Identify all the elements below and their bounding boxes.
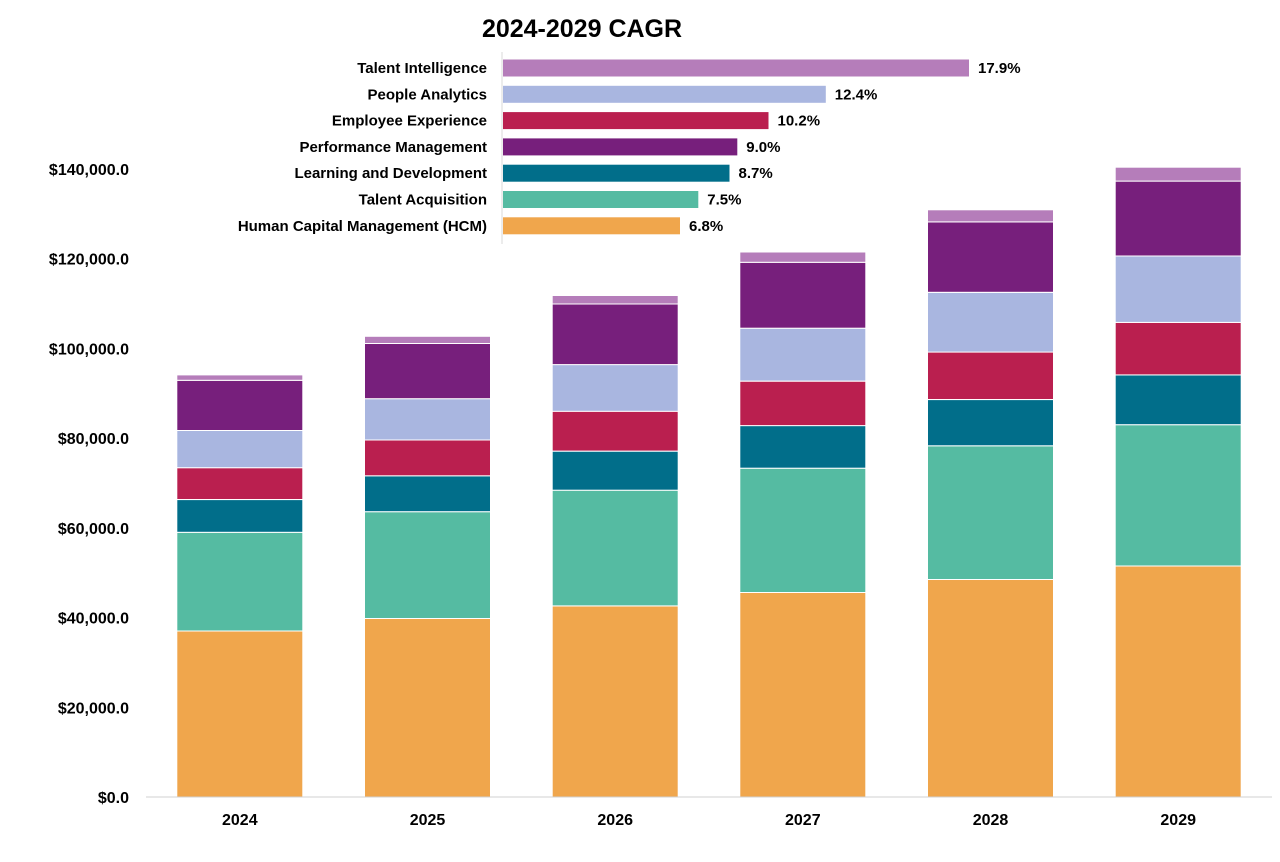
x-axis: 2024 2025 2026 2027 2028 2029 xyxy=(146,796,1272,829)
x-tick-label-2027: 2027 xyxy=(785,812,821,829)
bar-segment-talent-intelligence-2027 xyxy=(739,251,867,263)
cagr-value-label: 17.9% xyxy=(978,60,1021,77)
cagr-category-label: Human Capital Management (HCM) xyxy=(238,218,487,235)
bar-segment-hcm-2027 xyxy=(739,592,867,798)
bar-segment-performance-management-2024 xyxy=(176,379,304,431)
cagr-category-label: Employee Experience xyxy=(332,113,487,130)
cagr-bar-people-analytics xyxy=(503,85,826,103)
cagr-bar-learning-and-development xyxy=(503,164,730,182)
bar-segment-talent-intelligence-2029 xyxy=(1114,166,1242,182)
x-tick-label-2024: 2024 xyxy=(222,812,258,829)
cagr-chart-title: 2024-2029 CAGR xyxy=(482,15,682,43)
bar-segment-hcm-2025 xyxy=(364,618,491,798)
bar-segment-learning-development-2029 xyxy=(1114,374,1242,426)
cagr-value-label: 8.7% xyxy=(739,165,773,182)
y-tick-label: $40,000.0 xyxy=(58,611,129,628)
bar-segment-hcm-2024 xyxy=(176,630,304,798)
cagr-bar-talent-intelligence xyxy=(503,59,969,77)
bar-segment-talent-acquisition-2029 xyxy=(1114,424,1242,567)
bar-segment-employee-experience-2025 xyxy=(364,439,491,477)
x-tick-label-2025: 2025 xyxy=(410,812,446,829)
bar-segment-people-analytics-2024 xyxy=(176,430,304,469)
cagr-bar-employee-experience xyxy=(503,112,769,130)
cagr-value-label: 10.2% xyxy=(778,113,821,130)
bar-segment-talent-intelligence-2028 xyxy=(927,209,1054,223)
bar-segment-employee-experience-2028 xyxy=(927,351,1054,400)
bar-segment-performance-management-2026 xyxy=(551,303,679,366)
cagr-value-label: 9.0% xyxy=(746,139,780,156)
cagr-value-label: 12.4% xyxy=(835,86,878,103)
x-tick-label-2028: 2028 xyxy=(973,812,1009,829)
y-tick-label: $60,000.0 xyxy=(58,521,129,538)
cagr-category-label: Talent Acquisition xyxy=(359,192,487,209)
y-tick-label: $80,000.0 xyxy=(58,431,129,448)
cagr-bar-performance-management xyxy=(503,138,738,156)
y-axis: $0.0 $20,000.0 $40,000.0 $60,000.0 $80,000.0… xyxy=(49,162,129,807)
bar-segment-talent-acquisition-2024 xyxy=(176,531,304,632)
bar-segment-people-analytics-2026 xyxy=(551,364,679,412)
bar-segment-learning-development-2024 xyxy=(176,499,304,533)
y-tick-label: $0.0 xyxy=(98,790,129,807)
bar-segment-employee-experience-2029 xyxy=(1114,321,1242,376)
cagr-category-label: People Analytics xyxy=(368,86,488,103)
bar-segment-employee-experience-2024 xyxy=(176,467,304,501)
bar-segment-learning-development-2027 xyxy=(739,425,867,469)
cagr-category-label: Talent Intelligence xyxy=(357,60,487,77)
bar-segment-talent-acquisition-2027 xyxy=(739,467,867,594)
y-tick-label: $20,000.0 xyxy=(58,700,129,717)
bar-segment-people-analytics-2028 xyxy=(927,291,1054,353)
bar-segment-performance-management-2025 xyxy=(364,343,491,400)
bar-segment-talent-intelligence-2024 xyxy=(176,374,304,381)
bar-segment-people-analytics-2025 xyxy=(364,398,491,441)
cagr-category-label: Learning and Development xyxy=(294,165,487,182)
stacked-bars xyxy=(176,166,1242,798)
bar-segment-performance-management-2029 xyxy=(1114,180,1242,257)
bar-segment-employee-experience-2026 xyxy=(551,410,679,452)
bar-segment-learning-development-2028 xyxy=(927,399,1054,447)
cagr-bar-talent-acquisition xyxy=(503,191,699,208)
cagr-value-label: 6.8% xyxy=(689,218,723,235)
cagr-inset-chart: 2024-2029 CAGR Talent Intelligence 17.9% P… xyxy=(238,15,1021,244)
bar-segment-employee-experience-2027 xyxy=(739,380,867,427)
bar-segment-hcm-2028 xyxy=(927,578,1054,798)
cagr-category-label: Performance Management xyxy=(299,139,487,156)
bar-segment-performance-management-2027 xyxy=(739,261,867,329)
bar-segment-learning-development-2025 xyxy=(364,475,491,513)
bar-segment-talent-intelligence-2026 xyxy=(551,295,679,305)
y-tick-label: $140,000.0 xyxy=(49,162,129,179)
bar-segment-talent-acquisition-2028 xyxy=(927,445,1054,580)
y-tick-label: $120,000.0 xyxy=(49,252,129,269)
bar-segment-hcm-2026 xyxy=(551,605,679,798)
bar-segment-hcm-2029 xyxy=(1114,565,1242,798)
x-tick-label-2026: 2026 xyxy=(597,812,633,829)
bar-segment-people-analytics-2029 xyxy=(1114,255,1242,323)
bar-segment-talent-acquisition-2025 xyxy=(364,511,491,620)
bar-segment-talent-acquisition-2026 xyxy=(551,489,679,607)
x-tick-label-2029: 2029 xyxy=(1160,812,1196,829)
y-tick-label: $100,000.0 xyxy=(49,341,129,358)
cagr-value-label: 7.5% xyxy=(707,192,741,209)
bar-segment-talent-intelligence-2025 xyxy=(364,335,491,344)
bar-segment-performance-management-2028 xyxy=(927,221,1054,293)
bar-segment-people-analytics-2027 xyxy=(739,327,867,382)
bar-segment-learning-development-2026 xyxy=(551,450,679,491)
cagr-bar-human-capital-management-hcm xyxy=(503,217,680,235)
